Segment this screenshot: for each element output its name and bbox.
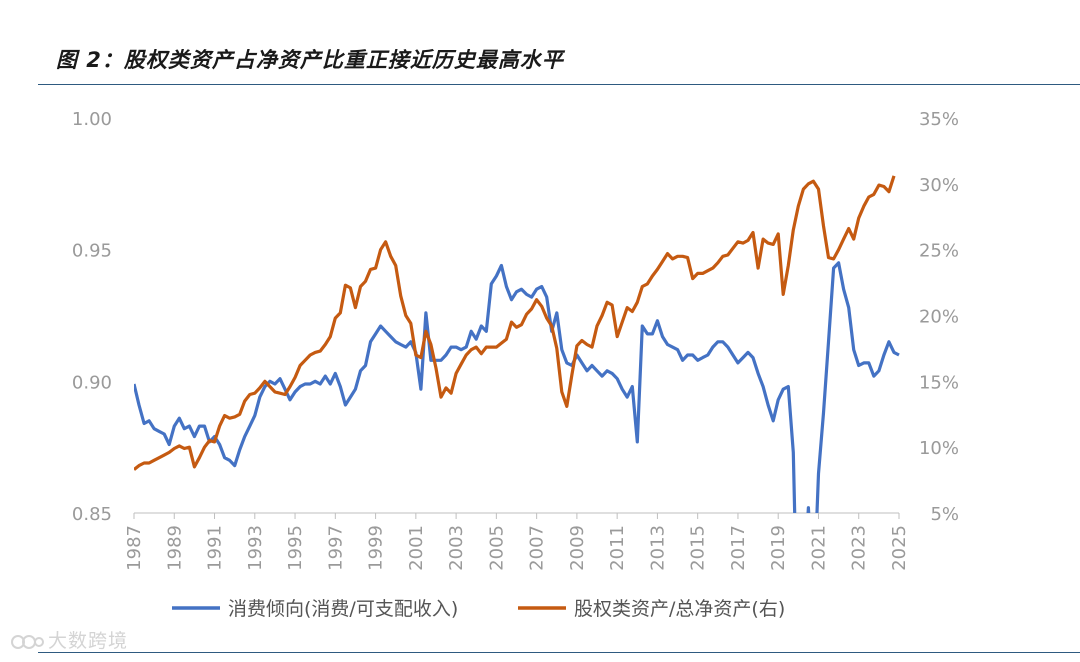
x-tick-label: 2005: [486, 525, 507, 571]
watermark-text: 大数跨境: [48, 630, 129, 652]
x-tick-label: 2011: [607, 525, 628, 571]
legend-label: 消费倾向(消费/可支配收入): [228, 598, 458, 620]
y-right-tick-label: 15%: [919, 372, 959, 393]
watermark: 大数跨境: [10, 626, 128, 653]
watermark-logo-icon: [11, 634, 44, 649]
x-tick-label: 2015: [688, 525, 709, 571]
title-rule: [38, 84, 1080, 85]
x-tick-label: 2013: [647, 525, 668, 571]
x-tick-label: 1997: [325, 525, 346, 571]
x-tick-label: 2009: [567, 525, 588, 571]
x-tick-label: 2017: [728, 525, 749, 571]
y-right-tick-label: 5%: [930, 504, 959, 525]
y-right-tick-label: 30%: [919, 175, 959, 196]
x-tick-label: 2007: [527, 525, 548, 571]
x-tick-label: 1991: [205, 525, 226, 571]
x-tick-label: 2023: [849, 525, 870, 571]
y-left-tick-label: 0.90: [72, 372, 112, 393]
y-left-tick-label: 0.95: [72, 241, 112, 262]
chart-series: [134, 175, 900, 513]
footer-rule: [38, 652, 1080, 653]
chart-title: 图 2：股权类资产占净资产比重正接近历史最高水平: [56, 48, 564, 72]
y-right-tick-label: 20%: [919, 307, 959, 328]
x-tick-label: 1989: [164, 525, 185, 571]
chart-legend: 消费倾向(消费/可支配收入) 股权类资产/总净资产(右): [172, 598, 785, 620]
y-right-tick-label: 10%: [919, 438, 959, 459]
series-line-equity-share: [134, 175, 896, 471]
chart-axes: 1987 1989 1991 1993 1995 1997 1999 2001 2003 2005…: [72, 109, 959, 571]
legend-label: 股权类资产/总净资产(右): [574, 598, 785, 620]
x-tick-label: 1993: [245, 525, 266, 571]
x-tick-label: 1999: [366, 525, 387, 571]
y-right-tick-label: 35%: [919, 109, 959, 130]
x-tick-label: 1995: [285, 525, 306, 571]
x-tick-label: 2001: [406, 525, 427, 571]
x-tick-label: 2003: [446, 525, 467, 571]
y-left-tick-label: 1.00: [72, 109, 112, 130]
y-right-tick-label: 25%: [919, 241, 959, 262]
x-tick-label: 2021: [808, 525, 829, 571]
x-tick-label: 2019: [768, 525, 789, 571]
x-tick-label: 2025: [889, 525, 910, 571]
series-line-consumption-propensity: [134, 261, 900, 513]
x-tick-label: 1987: [124, 525, 145, 571]
y-left-tick-label: 0.85: [72, 504, 112, 525]
